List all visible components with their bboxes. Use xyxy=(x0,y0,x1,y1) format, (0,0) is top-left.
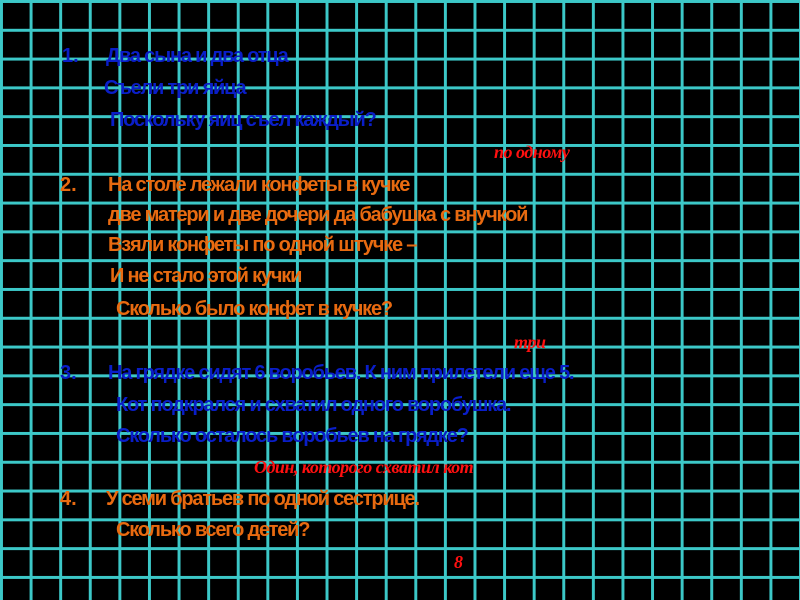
problem-line: У семи братьев по одной сестрице. xyxy=(106,488,420,510)
problem-line: Сколько было конфет в кучке? xyxy=(116,298,393,320)
problem-line: Взяли конфеты по одной штучке – xyxy=(108,234,417,256)
answer: 8 xyxy=(454,552,463,572)
problem-line: Сколько осталось воробьев на грядке? xyxy=(116,425,469,447)
problem-number: 4. xyxy=(60,488,77,510)
problem-line: Поскольку яиц съел каждый? xyxy=(110,109,377,131)
problem-line: Съели три яйца xyxy=(104,77,247,99)
problem-number: 1. xyxy=(62,45,79,67)
problem-line: И не стало этой кучки xyxy=(110,265,302,287)
answer: Один, которого схватил кот xyxy=(254,457,474,477)
problem-line: Два сына и два отца xyxy=(106,45,289,67)
problem-number: 2. xyxy=(60,174,77,196)
problem-number: 3. xyxy=(60,362,77,384)
problem-line: На столе лежали конфеты в кучке xyxy=(108,174,410,196)
problem-line: На грядке сидят 6 воробьев. К ним прилет… xyxy=(108,362,575,384)
answer: по одному xyxy=(494,142,570,162)
answer: три xyxy=(514,332,546,352)
problem-line: две матери и две дочери да бабушка с вну… xyxy=(108,204,528,226)
problem-line: Сколько всего детей? xyxy=(116,519,310,541)
problem-line: Кот подкрался и схватил одного воробушка… xyxy=(116,394,512,416)
